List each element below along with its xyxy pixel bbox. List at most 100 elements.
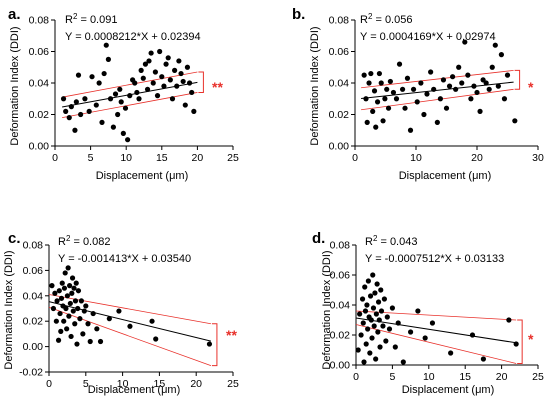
panel-c-y-tick-label: 0.04 [23, 290, 44, 302]
panel-b-data-point [474, 89, 480, 96]
panel-d-data-point [365, 278, 371, 284]
panel-d-fit-line [355, 317, 517, 344]
panel-b-y-tick-label: 0.02 [329, 109, 350, 121]
panel-c-data-point [67, 283, 73, 289]
panel-a-data-point [159, 74, 165, 80]
panel-c-data-point [72, 321, 78, 327]
panel-a-x-tick-label: 20 [192, 152, 204, 164]
panel-b-equation: Y = 0.0004169*X + 0.02974 [360, 31, 496, 43]
panel-d-data-point [386, 326, 393, 332]
panel-c-x-tick-label: 15 [154, 378, 166, 390]
panel-a-data-point [182, 102, 188, 108]
panel-b-x-tick-label: 30 [532, 152, 544, 164]
panel-c-r2: R2 = 0.082 [58, 234, 110, 249]
panel-a-data-point [148, 50, 154, 56]
panel-c-data-point [52, 290, 58, 296]
panel-a-data-point [140, 75, 146, 81]
panel-c-data-point [63, 305, 69, 312]
panel-c-data-point [69, 290, 75, 296]
panel-d-data-point [380, 323, 386, 329]
panel-c-data-point [59, 280, 65, 286]
panel-a-data-point [63, 108, 69, 114]
panel-b-data-point [376, 70, 382, 77]
panel-b-data-point [468, 96, 474, 102]
panel-b-y-axis-label: Deformation Index (DDI) [309, 26, 321, 145]
panel-a-label: a. [8, 6, 21, 23]
panel-b-data-point [393, 96, 400, 102]
panel-b: b. R2 = 0.056 Y = 0.0004169*X + 0.02974 … [292, 6, 544, 182]
panel-a-data-point [66, 115, 72, 121]
panel-d-data-point [377, 344, 383, 350]
panel-c-data-point [77, 316, 83, 322]
panel-b-y-tick-label: 0.08 [329, 15, 350, 27]
panel-a-data-point [165, 55, 171, 61]
panel-b-data-point [382, 96, 388, 102]
panel-d-data-point [480, 356, 486, 362]
panel-a-data-point [184, 64, 191, 70]
panel-c-data-point [72, 298, 79, 304]
panel-a-data-point [122, 105, 129, 111]
panel-a-data-point [89, 74, 95, 80]
panel-c-y-tick-label: 0.02 [23, 316, 44, 328]
panel-a-data-point [161, 83, 167, 89]
panel-a-data-point [82, 96, 88, 102]
panel-a-data-point [110, 124, 116, 130]
panel-a-data-point [112, 91, 119, 97]
panel-d-data-point [367, 293, 374, 299]
panel-a-y-tick-label: 0.00 [29, 141, 50, 153]
panel-b-y-tick-label: 0.00 [329, 141, 350, 153]
panel-d-data-point [355, 347, 361, 353]
panel-b-data-point [380, 118, 386, 124]
panel-d-data-point [369, 335, 375, 341]
panel-b-data-point [434, 119, 440, 125]
panel-a-data-point [138, 67, 144, 73]
panel-c-data-point [54, 298, 60, 304]
panel-b-data-point [512, 118, 518, 124]
panel-b-data-point [414, 99, 420, 105]
panel-c-data-point [153, 336, 159, 342]
panel-d-data-point [375, 329, 381, 335]
panel-c-data-point [56, 288, 62, 294]
panel-c-x-tick-label: 10 [117, 378, 129, 390]
panel-d-r2: R2 = 0.043 [365, 234, 417, 249]
panel-c-data-point [71, 285, 77, 291]
panel-a-y-tick-label: 0.08 [29, 15, 50, 27]
panel-a-y-axis-label: Deformation Index (DDI) [9, 26, 21, 145]
panel-b-ci-upper [361, 70, 514, 89]
panel-b-data-point [483, 80, 489, 86]
panel-d-data-point [362, 284, 368, 290]
panel-a-data-point [105, 56, 111, 62]
panel-b-data-point [477, 108, 483, 114]
panel-a-ci-lower [62, 92, 198, 119]
panel-b-x-axis-label: Displacement (μm) [399, 170, 492, 182]
panel-a-data-point [118, 99, 124, 105]
panel-c-data-point [49, 283, 55, 289]
panel-a-data-point [127, 93, 133, 99]
panel-a-data-point [99, 119, 105, 125]
panel-a-data-point [169, 96, 176, 102]
panel-d-data-point [400, 359, 406, 365]
panel-b-ci-lower [361, 88, 514, 111]
panel-c-y-tick-label: 0.06 [23, 265, 44, 277]
panel-c-data-point [64, 326, 70, 332]
panel-c-data-point [85, 321, 91, 327]
panel-d-x-tick-label: 0 [353, 371, 359, 383]
panel-d-data-point [392, 344, 398, 350]
panel-a-data-point [150, 80, 156, 86]
panel-b-data-point [368, 70, 374, 77]
panel-b-r2: R2 = 0.056 [360, 12, 412, 27]
panel-a-ci-upper [62, 71, 198, 98]
panel-a-data-point [101, 70, 107, 77]
panel-c-y-tick-label: 0.00 [23, 341, 44, 353]
panel-c-data-point [68, 333, 74, 340]
panel-d-data-point [408, 329, 414, 335]
panel-b-data-point [462, 39, 468, 45]
panel-b-data-point [498, 52, 504, 58]
panel-c-x-tick-label: 25 [227, 378, 239, 390]
panel-d-data-point [370, 272, 376, 278]
panel-d-data-point [422, 335, 428, 341]
panel-d-x-tick-label: 10 [423, 371, 435, 383]
panel-d-data-point [364, 302, 370, 308]
panel-d-data-point [415, 308, 421, 314]
panel-a-data-point [142, 61, 149, 67]
